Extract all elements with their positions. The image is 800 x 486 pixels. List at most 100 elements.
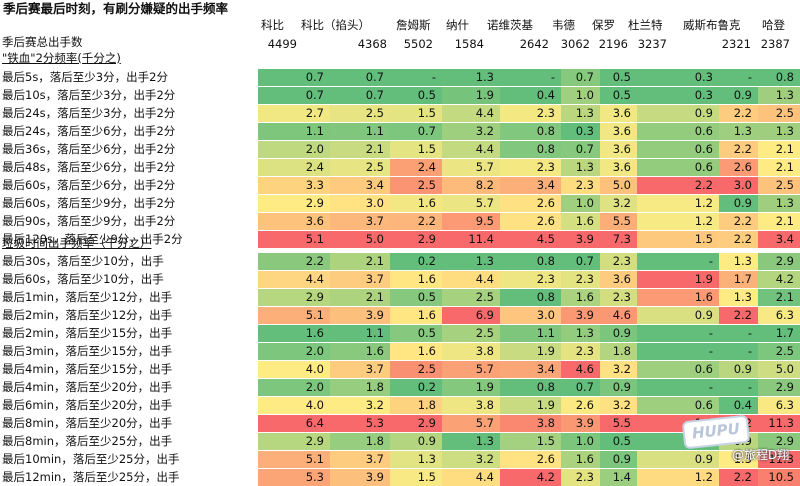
table-cell: 2.1 bbox=[330, 253, 390, 270]
table-cell: 5.5 bbox=[600, 213, 637, 230]
row-label: 最后2min，落后至少12分，出手 bbox=[2, 308, 173, 322]
table-cell: 2.1 bbox=[758, 289, 800, 306]
table-cell: 0.3 bbox=[637, 87, 719, 104]
table-cell: 0.6 bbox=[637, 123, 719, 140]
table-cell: 2.3 bbox=[600, 253, 637, 270]
row-label: 最后1min，落后至少12分，出手 bbox=[2, 290, 173, 304]
table-cell: 1.9 bbox=[442, 379, 500, 396]
player-header: 诺维茨基 bbox=[487, 18, 533, 32]
player-header: 威斯布鲁克 bbox=[683, 18, 741, 32]
total-shots-value: 2642 bbox=[519, 37, 549, 51]
table-cell: 2.2 bbox=[719, 105, 758, 122]
table-cell: 3.9 bbox=[330, 307, 390, 324]
section-label: 垃圾时间出手频率（千分之） bbox=[2, 236, 152, 250]
table-cell: 3.7 bbox=[330, 451, 390, 468]
table-cell: 8.2 bbox=[442, 177, 500, 194]
table-cell: 4.6 bbox=[600, 307, 637, 324]
table-cell: 0.9 bbox=[600, 451, 637, 468]
table-cell: 2.2 bbox=[637, 177, 719, 194]
table-cell: 1.1 bbox=[258, 123, 330, 140]
table-cell: 4.4 bbox=[258, 271, 330, 288]
table-cell: 5.7 bbox=[442, 195, 500, 212]
table-cell: 2.9 bbox=[390, 231, 442, 248]
row-label: 最后30s，落后至少10分，出手 bbox=[2, 254, 164, 268]
row-label: 最后48s，落后至少6分，出手2分 bbox=[2, 160, 176, 174]
table-cell: 2.4 bbox=[390, 159, 442, 176]
total-shots-value: 5502 bbox=[403, 37, 433, 51]
table-cell: 1.7 bbox=[719, 271, 758, 288]
table-cell: 0.8 bbox=[500, 123, 561, 140]
table-cell: 2.3 bbox=[500, 159, 561, 176]
table-cell: 0.6 bbox=[637, 361, 719, 378]
table-cell: 3.9 bbox=[330, 469, 390, 486]
table-cell: 3.6 bbox=[600, 123, 637, 140]
total-shots-value: 2387 bbox=[760, 37, 790, 51]
table-cell: 0.7 bbox=[561, 141, 600, 158]
row-label: 最后24s，落后至少6分，出手2分 bbox=[2, 124, 176, 138]
table-cell: 0.3 bbox=[561, 123, 600, 140]
table-cell: 2.3 bbox=[561, 469, 600, 486]
table-cell: 3.2 bbox=[600, 397, 637, 414]
table-cell: 5.3 bbox=[330, 415, 390, 432]
table-cell: 2.3 bbox=[561, 343, 600, 360]
table-cell: 0.8 bbox=[500, 289, 561, 306]
table-cell: 2.0 bbox=[258, 379, 330, 396]
table-cell: 5.1 bbox=[258, 307, 330, 324]
table-cell: 1.3 bbox=[719, 289, 758, 306]
table-cell: 2.3 bbox=[500, 271, 561, 288]
table-cell: 2.5 bbox=[330, 159, 390, 176]
table-cell: 4.2 bbox=[758, 271, 800, 288]
table-cell: 1.6 bbox=[561, 213, 600, 230]
table-cell: - bbox=[719, 379, 758, 396]
table-cell: 2.5 bbox=[390, 361, 442, 378]
table-cell: 9.5 bbox=[442, 213, 500, 230]
table-cell: 6.9 bbox=[442, 307, 500, 324]
table-cell: 2.5 bbox=[758, 343, 800, 360]
table-cell: 0.6 bbox=[637, 397, 719, 414]
table-cell: 0.7 bbox=[561, 379, 600, 396]
table-cell: 1.3 bbox=[719, 123, 758, 140]
row-label: 最后3min，落后至少15分，出手 bbox=[2, 344, 173, 358]
table-cell: 4.4 bbox=[442, 141, 500, 158]
table-cell: 5.0 bbox=[600, 177, 637, 194]
table-cell: 5.0 bbox=[330, 231, 390, 248]
table-cell: 5.1 bbox=[258, 231, 330, 248]
row-label: 最后8min，落后至少25分，出手 bbox=[2, 434, 173, 448]
table-cell: 4.0 bbox=[258, 397, 330, 414]
table-cell: 3.4 bbox=[500, 361, 561, 378]
table-cell: 0.9 bbox=[390, 433, 442, 450]
table-cell: 1.1 bbox=[330, 123, 390, 140]
table-cell: 2.3 bbox=[561, 271, 600, 288]
table-cell: 1.6 bbox=[637, 289, 719, 306]
table-cell: 2.6 bbox=[500, 213, 561, 230]
table-cell: 0.2 bbox=[390, 253, 442, 270]
row-label: 最后6min，落后至少20分，出手 bbox=[2, 398, 173, 412]
table-cell: 2.9 bbox=[758, 379, 800, 396]
table-cell: 0.7 bbox=[258, 87, 330, 104]
table-cell: 4.0 bbox=[258, 361, 330, 378]
table-cell: 0.3 bbox=[637, 69, 719, 86]
row-label: 最后4min，落后至少15分，出手 bbox=[2, 362, 173, 376]
table-cell: 10.5 bbox=[758, 469, 800, 486]
table-cell: 1.6 bbox=[561, 451, 600, 468]
table-cell: 1.9 bbox=[442, 87, 500, 104]
table-cell: - bbox=[719, 325, 758, 342]
table-cell: 11.3 bbox=[758, 451, 800, 468]
table-cell: 2.1 bbox=[758, 159, 800, 176]
table-cell: 3.2 bbox=[442, 123, 500, 140]
table-cell: 0.7 bbox=[258, 69, 330, 86]
table-cell: 2.5 bbox=[330, 105, 390, 122]
table-cell: 1.5 bbox=[390, 141, 442, 158]
table-cell: 1.3 bbox=[561, 105, 600, 122]
player-header: 韦德 bbox=[552, 18, 575, 32]
table-cell: 1.3 bbox=[719, 253, 758, 270]
table-cell: 0.6 bbox=[637, 159, 719, 176]
table-cell: 4.4 bbox=[442, 105, 500, 122]
table-cell: 3.9 bbox=[561, 415, 600, 432]
table-cell: 3.2 bbox=[442, 451, 500, 468]
table-cell: 2.6 bbox=[500, 195, 561, 212]
table-cell: 1.6 bbox=[258, 325, 330, 342]
author-watermark: @旅程D翔 bbox=[732, 448, 790, 462]
table-cell: 2.9 bbox=[258, 289, 330, 306]
table-cell: 3.7 bbox=[330, 271, 390, 288]
